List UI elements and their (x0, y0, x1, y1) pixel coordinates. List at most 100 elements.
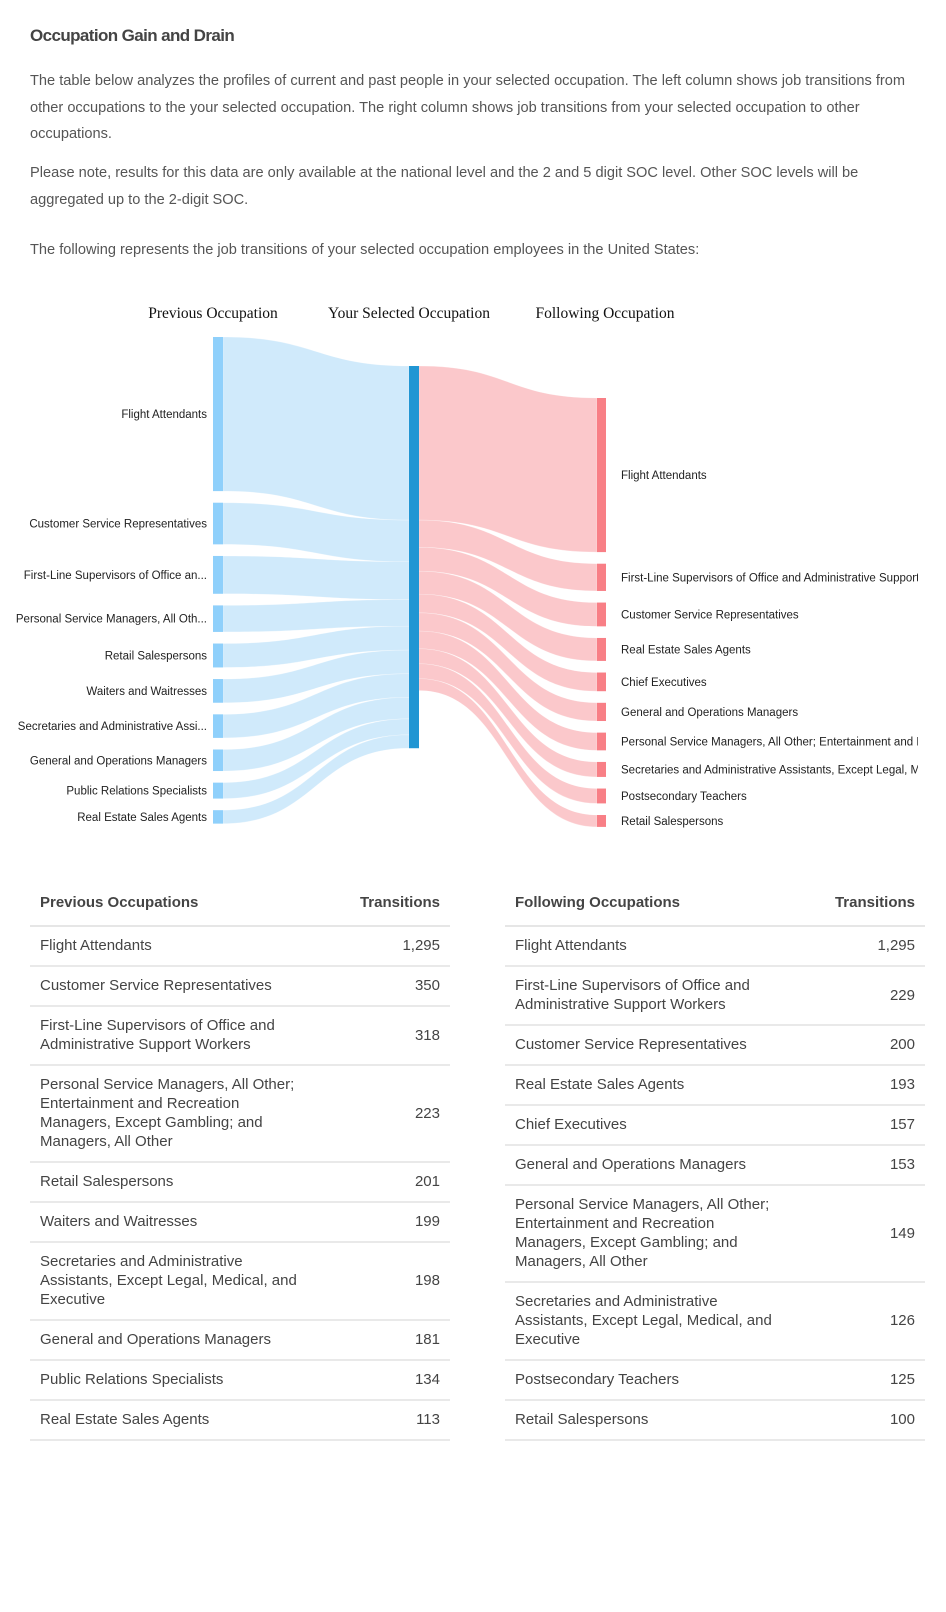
table-row: Secretaries and Administrative Assistant… (505, 1282, 925, 1361)
transitions-count: 318 (318, 1006, 450, 1066)
occupation-name: Customer Service Representatives (30, 966, 318, 1007)
transitions-count: 181 (318, 1320, 450, 1361)
occupation-name: First-Line Supervisors of Office and Adm… (30, 1006, 318, 1066)
table-row: Retail Salespersons 100 (505, 1400, 925, 1441)
occupation-name: Public Relations Specialists (30, 1360, 318, 1401)
previous-node (213, 714, 223, 738)
occupation-name: Real Estate Sales Agents (505, 1065, 793, 1106)
occupation-name: Secretaries and Administrative Assistant… (30, 1242, 318, 1321)
transitions-count: 149 (793, 1185, 925, 1283)
transitions-count: 113 (318, 1400, 450, 1441)
sankey-chart: Previous Occupation Your Selected Occupat… (16, 305, 918, 828)
following-occupations-table: Following Occupations Transitions Flight… (505, 880, 925, 1441)
previous-node-label: Waiters and Waitresses (86, 686, 207, 698)
section-title: Occupation Gain and Drain (30, 26, 235, 45)
following-node (597, 761, 606, 777)
occupation-name: First-Line Supervisors of Office and Adm… (505, 966, 793, 1026)
previous-node-label: Customer Service Representatives (29, 519, 207, 531)
following-node-label: First-Line Supervisors of Office and Adm… (621, 572, 918, 584)
transitions-count: 153 (793, 1145, 925, 1186)
table-row: Personal Service Managers, All Other; En… (30, 1065, 450, 1163)
column-header-occupation[interactable]: Previous Occupations (30, 880, 318, 927)
occupation-name: Flight Attendants (30, 926, 318, 967)
previous-node-label: Retail Salespersons (105, 650, 208, 662)
transitions-count: 1,295 (793, 926, 925, 967)
inflow-link (222, 336, 410, 521)
table-row: Flight Attendants 1,295 (30, 926, 450, 967)
table-row: Personal Service Managers, All Other; En… (505, 1185, 925, 1283)
previous-node (213, 679, 223, 703)
following-node-label: Secretaries and Administrative Assistant… (621, 764, 918, 776)
previous-node-label: Flight Attendants (121, 409, 207, 421)
column-header-occupation[interactable]: Following Occupations (505, 880, 793, 927)
table-row: General and Operations Managers 181 (30, 1320, 450, 1361)
transitions-count: 201 (318, 1162, 450, 1203)
occupation-name: General and Operations Managers (505, 1145, 793, 1186)
following-node-label: Customer Service Representatives (621, 609, 799, 621)
following-node-label: Real Estate Sales Agents (621, 644, 751, 656)
column-title: Your Selected Occupation (328, 305, 490, 322)
previous-node (213, 502, 223, 545)
occupation-name: Customer Service Representatives (505, 1025, 793, 1066)
table-row: Customer Service Representatives 200 (505, 1025, 925, 1066)
transitions-count: 1,295 (318, 926, 450, 967)
column-header-transitions[interactable]: Transitions (318, 880, 450, 927)
transitions-count: 126 (793, 1282, 925, 1361)
previous-node (213, 749, 223, 772)
table-row: Real Estate Sales Agents 193 (505, 1065, 925, 1106)
table-row: First-Line Supervisors of Office and Adm… (505, 966, 925, 1026)
transitions-count: 200 (793, 1025, 925, 1066)
occupation-name: Postsecondary Teachers (505, 1360, 793, 1401)
table-row: Secretaries and Administrative Assistant… (30, 1242, 450, 1321)
table-row: Chief Executives 157 (505, 1105, 925, 1146)
previous-node-label: General and Operations Managers (30, 755, 207, 767)
transitions-count: 198 (318, 1242, 450, 1321)
occupation-name: Waiters and Waitresses (30, 1202, 318, 1243)
following-node (597, 637, 606, 661)
table-row: Waiters and Waitresses 199 (30, 1202, 450, 1243)
previous-node (213, 337, 223, 492)
following-node-label: General and Operations Managers (621, 707, 798, 719)
following-node-label: Personal Service Managers, All Other; En… (621, 736, 918, 748)
table-row: Public Relations Specialists 134 (30, 1360, 450, 1401)
table-row: General and Operations Managers 153 (505, 1145, 925, 1186)
transitions-count: 157 (793, 1105, 925, 1146)
note-text: Please note, results for this data are o… (30, 165, 859, 208)
occupation-name: Personal Service Managers, All Other; En… (30, 1065, 318, 1163)
following-node-label: Flight Attendants (621, 470, 707, 482)
occupation-name: Retail Salespersons (30, 1162, 318, 1203)
following-node (597, 702, 606, 722)
occupation-name: Retail Salespersons (505, 1400, 793, 1441)
following-node (597, 672, 606, 692)
transitions-count: 199 (318, 1202, 450, 1243)
previous-node-label: First-Line Supervisors of Office an... (24, 570, 207, 582)
selected-occupation-node (409, 366, 419, 749)
transitions-count: 193 (793, 1065, 925, 1106)
transitions-count: 100 (793, 1400, 925, 1441)
previous-node-label: Public Relations Specialists (66, 786, 207, 798)
table-row: Flight Attendants 1,295 (505, 926, 925, 967)
previous-node (213, 643, 223, 668)
table-row: Customer Service Representatives 350 (30, 966, 450, 1007)
table-row: Postsecondary Teachers 125 (505, 1360, 925, 1401)
occupation-name: Flight Attendants (505, 926, 793, 967)
following-node-label: Postsecondary Teachers (621, 791, 747, 803)
following-node (597, 563, 606, 591)
table-row: Real Estate Sales Agents 113 (30, 1400, 450, 1441)
following-node-label: Retail Salespersons (621, 816, 724, 828)
column-title: Previous Occupation (148, 305, 278, 322)
following-node (597, 398, 606, 553)
transitions-count: 229 (793, 966, 925, 1026)
intro-text: The table below analyzes the profiles of… (30, 73, 906, 142)
following-node (597, 602, 606, 627)
inflow-link (222, 555, 410, 600)
previous-node-label: Personal Service Managers, All Oth... (16, 614, 207, 626)
column-header-transitions[interactable]: Transitions (793, 880, 925, 927)
previous-node (213, 555, 223, 594)
transitions-count: 223 (318, 1065, 450, 1163)
following-node (597, 732, 606, 751)
transitions-count: 134 (318, 1360, 450, 1401)
previous-occupations-table: Previous Occupations Transitions Flight … (30, 880, 450, 1441)
lead-text: The following represents the job transit… (30, 242, 700, 258)
previous-node-label: Real Estate Sales Agents (77, 812, 207, 824)
